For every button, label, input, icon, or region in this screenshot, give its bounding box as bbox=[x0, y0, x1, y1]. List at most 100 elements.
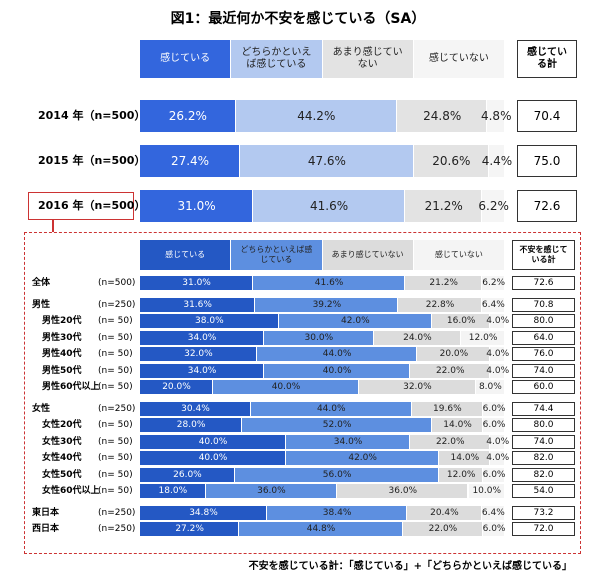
bar-segment bbox=[337, 484, 469, 498]
sample-size: (n= 50) bbox=[98, 316, 133, 326]
category-label: 女性50代 bbox=[42, 469, 82, 480]
value-label: 56.0% bbox=[322, 469, 352, 480]
value-label: 18.0% bbox=[158, 486, 188, 496]
value-label: 4.0% bbox=[486, 436, 510, 447]
value-label: 36.0% bbox=[388, 486, 418, 496]
bar-segment bbox=[140, 451, 286, 465]
bar-segment bbox=[250, 401, 412, 416]
value-label: 26.0% bbox=[173, 469, 202, 480]
value-label: 38.0% bbox=[195, 316, 224, 326]
value-label: 42.0% bbox=[341, 316, 370, 326]
value-label: 12.0% bbox=[468, 332, 498, 343]
category-label: 女性 bbox=[32, 403, 51, 414]
value-label: 22.8% bbox=[425, 299, 455, 310]
value-label: 31.6% bbox=[183, 299, 212, 310]
value-label: 44.0% bbox=[316, 403, 346, 414]
sample-size: (n=250) bbox=[98, 299, 136, 310]
value-label: 30.0% bbox=[304, 332, 334, 343]
sample-size: (n= 50) bbox=[98, 453, 133, 463]
bar-segment bbox=[140, 190, 254, 222]
category-label: 男性30代 bbox=[42, 332, 82, 343]
bar-segment bbox=[240, 145, 414, 177]
bar-segment bbox=[483, 401, 505, 416]
bar-segment bbox=[140, 434, 286, 449]
bar-segment bbox=[140, 330, 265, 345]
value-label: 8.0% bbox=[478, 382, 502, 392]
bar-segment bbox=[411, 401, 484, 416]
value-label: 40.0% bbox=[322, 365, 352, 376]
bar-segment bbox=[490, 451, 505, 465]
bar-segment bbox=[278, 314, 432, 328]
bar-segment bbox=[487, 100, 505, 132]
value-label: 27.2% bbox=[175, 524, 204, 534]
value-label: 40.0% bbox=[198, 453, 228, 463]
bar-segment bbox=[140, 522, 240, 536]
legend-header: 感じていない bbox=[413, 240, 505, 270]
bar-segment bbox=[398, 297, 482, 312]
total-value: 74.0 bbox=[512, 363, 575, 378]
value-label: 6.0% bbox=[482, 420, 506, 430]
bar-segment bbox=[286, 451, 440, 465]
bar-segment bbox=[461, 330, 505, 345]
total-header: 感じている計 bbox=[517, 40, 577, 78]
total-value: 75.0 bbox=[517, 145, 577, 177]
value-label: 32.0% bbox=[184, 349, 213, 359]
category-label: 男性50代 bbox=[42, 365, 82, 376]
value-label: 39.2% bbox=[312, 299, 342, 310]
bar-segment bbox=[140, 505, 268, 520]
value-label: 36.0% bbox=[257, 486, 286, 496]
value-label: 6.4% bbox=[481, 299, 505, 310]
total-value: 73.2 bbox=[512, 505, 575, 520]
bar-segment bbox=[234, 467, 440, 482]
total-value: 72.6 bbox=[517, 190, 577, 222]
category-label: 男性 bbox=[32, 299, 51, 310]
bar-segment bbox=[213, 380, 359, 394]
value-label: 24.0% bbox=[403, 332, 432, 343]
bar-segment bbox=[140, 347, 257, 361]
category-label: 男性20代 bbox=[42, 316, 82, 326]
value-label: 34.0% bbox=[333, 436, 363, 447]
bar-segment bbox=[490, 363, 505, 378]
category-label: 2014 年（n=500） bbox=[38, 109, 146, 122]
value-label: 44.8% bbox=[306, 524, 336, 534]
sample-size: (n=500) bbox=[98, 278, 136, 288]
bar-segment bbox=[410, 363, 491, 378]
value-label: 22.0% bbox=[428, 524, 458, 534]
value-label: 20.0% bbox=[439, 349, 469, 359]
bar-segment bbox=[140, 484, 206, 498]
bar-segment bbox=[140, 276, 254, 290]
bar-segment bbox=[140, 100, 236, 132]
value-label: 6.2% bbox=[482, 278, 506, 288]
bar-segment bbox=[253, 190, 405, 222]
total-value: 80.0 bbox=[512, 314, 575, 328]
value-label: 21.2% bbox=[424, 199, 463, 213]
category-label: 全体 bbox=[32, 278, 51, 288]
bar-segment bbox=[404, 276, 483, 290]
bar-segment bbox=[482, 190, 505, 222]
bar-segment bbox=[481, 297, 505, 312]
value-label: 6.4% bbox=[481, 507, 505, 518]
value-label: 20.0% bbox=[162, 382, 191, 392]
value-label: 19.6% bbox=[433, 403, 462, 414]
value-label: 41.6% bbox=[310, 199, 349, 213]
bar-segment bbox=[264, 363, 411, 378]
value-label: 41.6% bbox=[314, 278, 344, 288]
bar-segment bbox=[140, 297, 256, 312]
category-label: 女性30代 bbox=[42, 436, 82, 447]
bar-segment bbox=[235, 100, 397, 132]
value-label: 6.2% bbox=[478, 199, 509, 213]
total-value: 64.0 bbox=[512, 330, 575, 345]
value-label: 20.6% bbox=[432, 154, 471, 168]
total-value: 82.0 bbox=[512, 451, 575, 465]
value-label: 26.2% bbox=[168, 109, 207, 123]
bar-segment bbox=[140, 380, 213, 394]
value-label: 20.4% bbox=[430, 507, 459, 518]
bar-segment bbox=[439, 451, 491, 465]
bar-segment bbox=[140, 401, 251, 416]
sample-size: (n=250) bbox=[98, 507, 136, 518]
bar-segment bbox=[239, 522, 403, 536]
value-label: 4.0% bbox=[486, 453, 510, 463]
value-label: 12.0% bbox=[446, 469, 476, 480]
sample-size: (n= 50) bbox=[98, 349, 133, 359]
